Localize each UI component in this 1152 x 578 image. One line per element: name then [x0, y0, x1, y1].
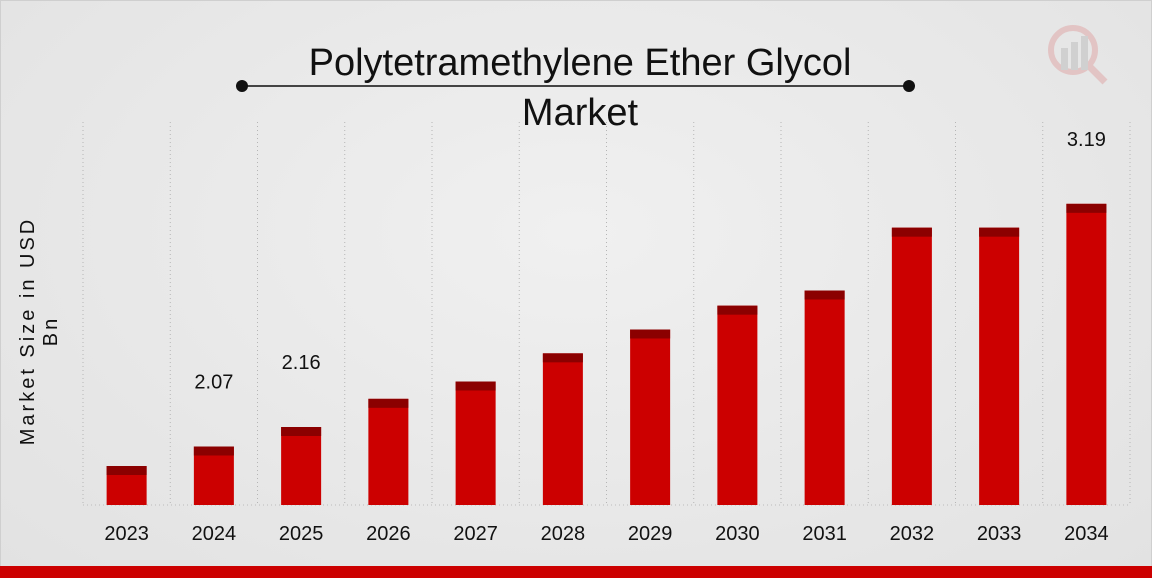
data-label: 2.07 [194, 372, 233, 394]
title-dot-right [903, 80, 915, 92]
bar [542, 353, 583, 505]
bar-cap [193, 446, 234, 456]
bar [455, 381, 496, 505]
data-label: 3.19 [1067, 129, 1106, 151]
bar [368, 398, 409, 505]
x-tick-label: 2026 [366, 523, 411, 545]
bar [193, 446, 234, 505]
bar [630, 329, 671, 505]
data-label: 2.16 [282, 352, 321, 374]
x-tick-label: 2033 [977, 523, 1022, 545]
bar-cap [717, 305, 758, 315]
bar [281, 427, 322, 505]
bar-cap [1066, 203, 1107, 213]
bar-cap [106, 466, 147, 475]
bar [804, 290, 845, 505]
bottom-strip [0, 566, 1152, 578]
logo-icon [1048, 25, 1108, 85]
x-tick-label: 2025 [279, 523, 324, 545]
bar-cap [891, 227, 932, 237]
bar-cap [281, 427, 322, 436]
bar [891, 227, 932, 505]
bar [717, 305, 758, 505]
bar-cap [455, 381, 496, 391]
chart-title: Polytetramethylene Ether Glycol Market [230, 38, 930, 138]
bar-cap [804, 290, 845, 300]
x-tick-label: 2032 [890, 523, 935, 545]
x-tick-label: 2024 [192, 523, 237, 545]
title-dot-left [236, 80, 248, 92]
title-line-1: Polytetramethylene Ether Glycol [308, 42, 852, 84]
x-tick-label: 2027 [453, 523, 498, 545]
x-tick-label: 2029 [628, 523, 673, 545]
x-tick-label: 2028 [541, 523, 586, 545]
x-tick-label: 2034 [1064, 523, 1109, 545]
title-underline [242, 85, 908, 87]
x-tick-label: 2030 [715, 523, 760, 545]
bar-cap [630, 329, 671, 339]
bar [1066, 203, 1107, 506]
bar-cap [542, 353, 583, 363]
title-line-2: Market [521, 92, 639, 134]
x-tick-label: 2031 [802, 523, 847, 545]
bar [979, 227, 1020, 505]
bar-cap [979, 227, 1020, 237]
x-tick-label: 2023 [104, 523, 149, 545]
bar-cap [368, 398, 409, 408]
